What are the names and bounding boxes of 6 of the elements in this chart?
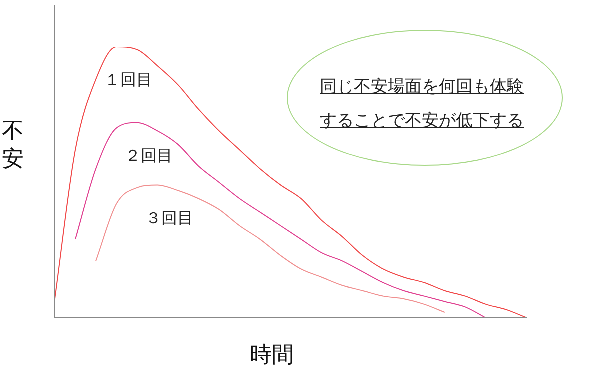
annotation: 同じ不安場面を何回も体験することで不安が低下する [320, 76, 525, 133]
y-axis-title: 不安 [2, 118, 25, 174]
series-label: ２回目 [125, 146, 174, 166]
series-label: ３回目 [146, 208, 194, 228]
series-label: １回目 [104, 70, 153, 90]
x-axis-title: 時間 [250, 342, 294, 370]
